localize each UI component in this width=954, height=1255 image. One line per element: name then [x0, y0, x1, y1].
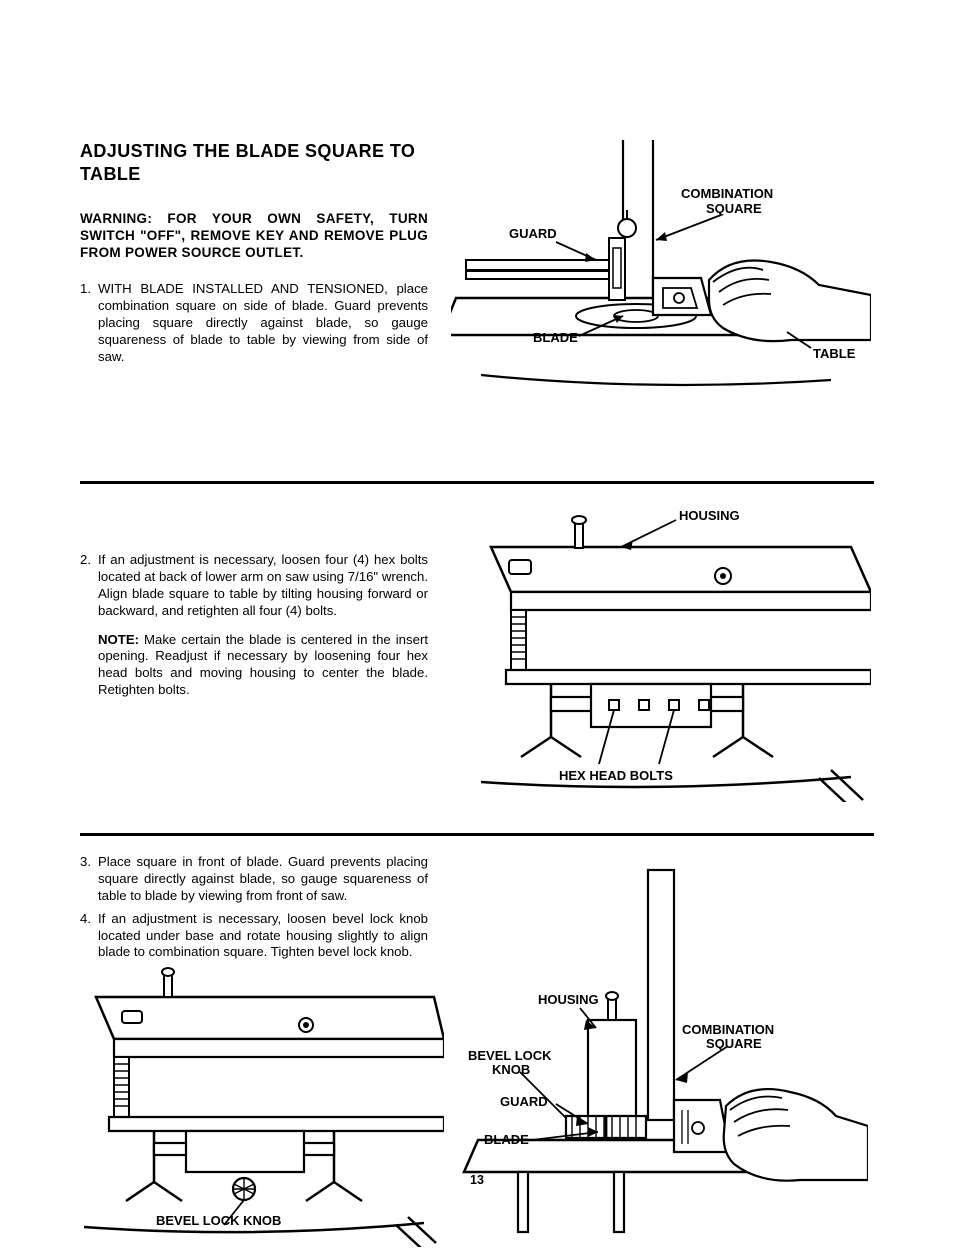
figure-2-svg: HOUSING HEX HEAD BOLTS — [451, 502, 871, 802]
fig4-blade-label: BLADE — [484, 1132, 529, 1147]
fig4-combo-l1: COMBINATION — [682, 1022, 774, 1037]
fig4-bevel-l2: KNOB — [492, 1062, 530, 1077]
figure-side-view: GUARD COMBINATION SQUARE BLADE TABLE — [451, 140, 871, 455]
step-3: 3. Place square in front of blade. Guard… — [80, 854, 428, 905]
page-title: ADJUSTING THE BLADE SQUARE TO TABLE — [80, 140, 428, 187]
note-paragraph: NOTE: Make certain the blade is centered… — [80, 632, 428, 700]
fig1-guard-label: GUARD — [509, 226, 557, 241]
note-lead: NOTE: — [98, 632, 139, 647]
step-1-text: WITH BLADE INSTALLED AND TENSIONED, plac… — [98, 281, 428, 364]
fig2-hexbolts-label: HEX HEAD BOLTS — [559, 768, 673, 783]
fig1-blade-label: BLADE — [533, 330, 578, 345]
fig4-housing-label: HOUSING — [538, 992, 599, 1007]
fig4-combo-l2: SQUARE — [706, 1036, 762, 1051]
step-4: 4. If an adjustment is necessary, loosen… — [80, 911, 428, 962]
figure-1-svg: GUARD COMBINATION SQUARE BLADE TABLE — [451, 140, 871, 450]
figure-4-svg: HOUSING COMBINATION SQUARE BEVEL LOCK KN… — [448, 860, 868, 1250]
figure-front-view: HOUSING COMBINATION SQUARE BEVEL LOCK KN… — [448, 860, 874, 1255]
divider-2 — [80, 833, 874, 836]
step-2-number: 2. — [80, 552, 91, 569]
section-1: ADJUSTING THE BLADE SQUARE TO TABLE WARN… — [80, 140, 874, 455]
step-4-number: 4. — [80, 911, 91, 928]
section-3: 3. Place square in front of blade. Guard… — [80, 854, 874, 1255]
fig4-guard-label: GUARD — [500, 1094, 548, 1109]
fig3-bevel-label: BEVEL LOCK KNOB — [156, 1213, 281, 1228]
fig1-combo-label-l2: SQUARE — [706, 201, 762, 216]
warning-text: WARNING: FOR YOUR OWN SAFETY, TURN SWITC… — [80, 211, 428, 262]
note-text: Make certain the blade is centered in th… — [98, 632, 428, 698]
step-3-number: 3. — [80, 854, 91, 871]
divider-1 — [80, 481, 874, 484]
page-number: 13 — [470, 1173, 484, 1187]
fig1-combo-label-l1: COMBINATION — [681, 186, 773, 201]
fig1-table-label: TABLE — [813, 346, 856, 361]
figure-housing: HOUSING HEX HEAD BOLTS — [451, 502, 871, 807]
step-2: 2. If an adjustment is necessary, loosen… — [80, 552, 428, 620]
figure-3-svg: BEVEL LOCK KNOB — [74, 967, 444, 1247]
step-1: 1. WITH BLADE INSTALLED AND TENSIONED, p… — [80, 281, 428, 365]
step-4-text: If an adjustment is necessary, loosen be… — [98, 911, 428, 960]
step-2-text: If an adjustment is necessary, loosen fo… — [98, 552, 428, 618]
fig2-housing-label: HOUSING — [679, 508, 740, 523]
step-1-number: 1. — [80, 281, 91, 298]
fig4-bevel-l1: BEVEL LOCK — [468, 1048, 552, 1063]
step-3-text: Place square in front of blade. Guard pr… — [98, 854, 428, 903]
figure-bevel-side: BEVEL LOCK KNOB — [74, 967, 428, 1252]
section-2: 2. If an adjustment is necessary, loosen… — [80, 502, 874, 807]
